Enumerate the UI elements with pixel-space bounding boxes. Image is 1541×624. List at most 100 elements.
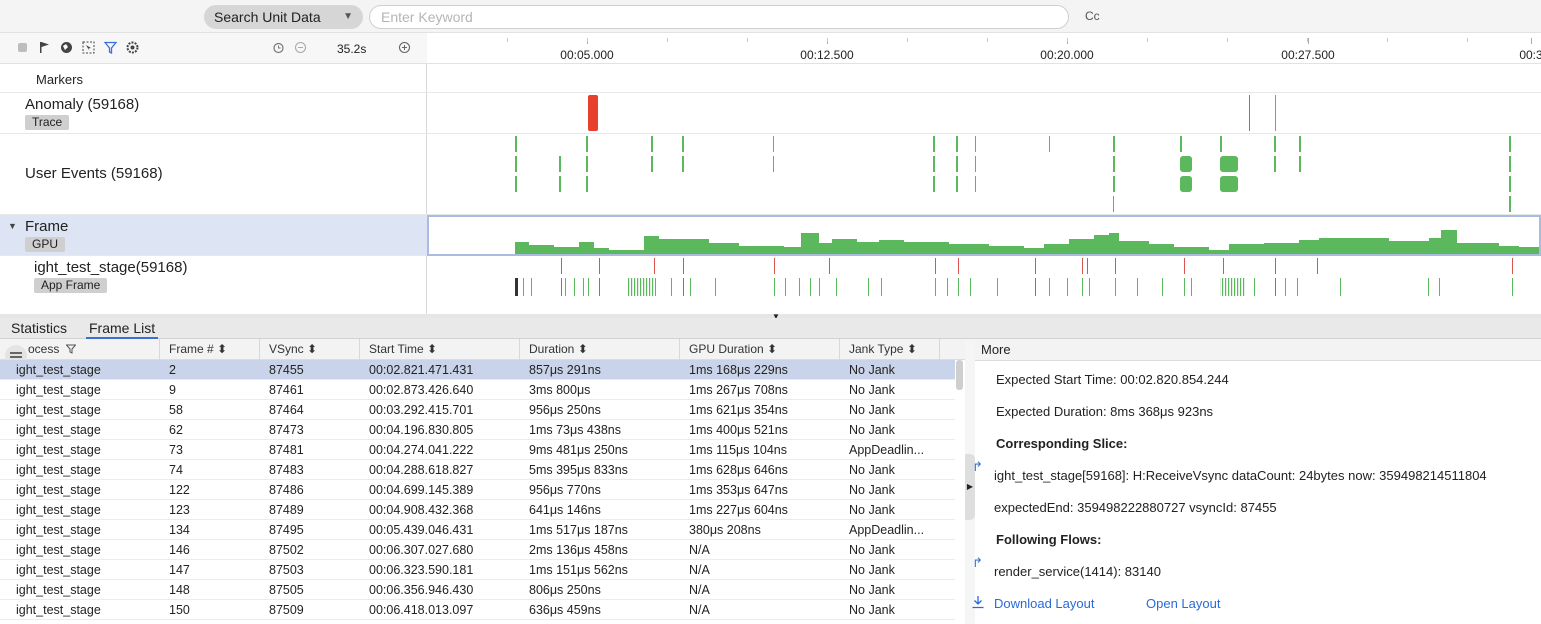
anomaly-event[interactable] bbox=[588, 95, 598, 131]
frame-row-label[interactable]: ▼ Frame GPU bbox=[0, 215, 427, 256]
collapse-down-icon[interactable]: ▼ bbox=[772, 312, 780, 321]
user-event[interactable] bbox=[1180, 136, 1182, 152]
app-frame[interactable] bbox=[819, 278, 820, 296]
app-frame[interactable] bbox=[574, 278, 575, 296]
th-duration[interactable]: Duration ⬍ bbox=[520, 339, 680, 360]
app-frame[interactable] bbox=[785, 278, 786, 296]
flow-item[interactable]: render_service(1414): 83140 bbox=[994, 564, 1161, 579]
app-frame[interactable] bbox=[1512, 278, 1513, 296]
app-frame[interactable] bbox=[531, 278, 532, 296]
user-event[interactable] bbox=[1299, 156, 1301, 172]
jank-frame[interactable] bbox=[774, 258, 775, 274]
user-event[interactable] bbox=[956, 156, 958, 172]
table-scrollbar[interactable] bbox=[956, 360, 963, 390]
user-event[interactable] bbox=[682, 156, 684, 172]
user-event[interactable] bbox=[515, 136, 517, 152]
jump-arrow-icon[interactable]: ↱ bbox=[972, 555, 983, 570]
app-frame[interactable] bbox=[1115, 278, 1116, 296]
jank-frame[interactable] bbox=[1115, 258, 1116, 274]
jank-frame[interactable] bbox=[1087, 258, 1088, 274]
app-frame[interactable] bbox=[1162, 278, 1163, 296]
app-frame[interactable] bbox=[1254, 278, 1255, 296]
th-gpu-duration[interactable]: GPU Duration ⬍ bbox=[680, 339, 840, 360]
jank-frame[interactable] bbox=[1512, 258, 1513, 274]
table-row[interactable]: ight_test_stage 147 87503 00:06.323.590.181… bbox=[0, 560, 955, 580]
jank-frame[interactable] bbox=[829, 258, 830, 274]
app-frame[interactable] bbox=[715, 278, 716, 296]
app-frame[interactable] bbox=[810, 278, 811, 296]
user-event[interactable] bbox=[773, 136, 774, 152]
table-row[interactable]: ight_test_stage 73 87481 00:04.274.041.222 9… bbox=[0, 440, 955, 460]
app-frame[interactable] bbox=[1089, 278, 1090, 296]
app-frame[interactable] bbox=[1184, 278, 1185, 296]
case-sensitive-toggle[interactable]: Cc bbox=[1085, 9, 1100, 23]
collapse-right-icon[interactable]: ▶ bbox=[965, 454, 975, 520]
user-event[interactable] bbox=[933, 136, 935, 152]
app-frame[interactable] bbox=[868, 278, 869, 296]
markers-track[interactable] bbox=[427, 64, 1541, 93]
app-frame[interactable] bbox=[561, 278, 562, 296]
app-frame[interactable] bbox=[1428, 278, 1429, 296]
timeline-tracks[interactable] bbox=[427, 64, 1541, 314]
user-event[interactable] bbox=[515, 176, 517, 192]
user-event[interactable] bbox=[1509, 196, 1511, 212]
app-frame-track[interactable] bbox=[427, 256, 1541, 314]
app-frame[interactable] bbox=[1297, 278, 1298, 296]
open-layout-link[interactable]: Open Layout bbox=[1146, 596, 1221, 611]
user-event[interactable] bbox=[1113, 196, 1114, 212]
app-frame[interactable] bbox=[799, 278, 800, 296]
table-row[interactable]: ight_test_stage 62 87473 00:04.196.830.805 1… bbox=[0, 420, 955, 440]
gpu-frame-track[interactable] bbox=[427, 215, 1541, 256]
user-event[interactable] bbox=[975, 136, 976, 152]
globe-icon[interactable] bbox=[60, 41, 73, 54]
search-scope-select[interactable]: Search Unit Data ▼ bbox=[204, 5, 363, 29]
app-frame[interactable] bbox=[1082, 278, 1083, 296]
table-row[interactable]: ight_test_stage 58 87464 00:03.292.415.701 9… bbox=[0, 400, 955, 420]
user-event[interactable] bbox=[956, 176, 958, 192]
user-event[interactable] bbox=[586, 176, 588, 192]
app-frame[interactable] bbox=[515, 278, 518, 296]
app-frame[interactable] bbox=[1137, 278, 1138, 296]
zoom-in-icon[interactable] bbox=[398, 41, 411, 54]
user-event[interactable] bbox=[1509, 136, 1511, 152]
app-frame[interactable] bbox=[1340, 278, 1341, 296]
settings-icon[interactable] bbox=[126, 41, 139, 54]
app-frame[interactable] bbox=[1067, 278, 1068, 296]
app-frame[interactable] bbox=[1275, 278, 1276, 296]
app-frame[interactable] bbox=[935, 278, 936, 296]
user-event[interactable] bbox=[682, 136, 684, 152]
table-row[interactable]: ight_test_stage 2 87455 00:02.821.471.431 85… bbox=[0, 360, 955, 380]
user-event[interactable] bbox=[1274, 136, 1276, 152]
table-row[interactable]: ight_test_stage 9 87461 00:02.873.426.640 3m… bbox=[0, 380, 955, 400]
download-icon[interactable] bbox=[971, 595, 985, 609]
user-events-track[interactable] bbox=[427, 134, 1541, 215]
table-row[interactable]: ight_test_stage 148 87505 00:06.356.946.430… bbox=[0, 580, 955, 600]
user-event[interactable] bbox=[651, 156, 653, 172]
zoom-out-icon[interactable] bbox=[294, 41, 307, 54]
app-frame[interactable] bbox=[1191, 278, 1192, 296]
download-layout-link[interactable]: Download Layout bbox=[994, 596, 1095, 611]
jank-frame[interactable] bbox=[958, 258, 959, 274]
th-vsync[interactable]: VSync ⬍ bbox=[260, 339, 360, 360]
table-row[interactable]: ight_test_stage 150 87509 00:06.418.013.097… bbox=[0, 600, 955, 620]
user-event[interactable] bbox=[933, 176, 935, 192]
table-row[interactable]: ight_test_stage 122 87486 00:04.699.145.389… bbox=[0, 480, 955, 500]
app-frame[interactable] bbox=[970, 278, 971, 296]
jank-frame[interactable] bbox=[1275, 258, 1276, 274]
jank-frame[interactable] bbox=[654, 258, 655, 274]
jump-arrow-icon[interactable]: ↱ bbox=[972, 459, 983, 474]
jank-frame[interactable] bbox=[683, 258, 684, 274]
jank-frame[interactable] bbox=[1035, 258, 1036, 274]
user-event[interactable] bbox=[975, 156, 976, 172]
app-frame[interactable] bbox=[588, 278, 589, 296]
user-event[interactable] bbox=[773, 156, 774, 172]
app-frame[interactable] bbox=[690, 278, 691, 296]
jank-frame[interactable] bbox=[561, 258, 562, 274]
user-event[interactable] bbox=[559, 176, 561, 192]
app-frame[interactable] bbox=[565, 278, 566, 296]
jank-frame[interactable] bbox=[1082, 258, 1083, 274]
user-event[interactable] bbox=[1180, 156, 1192, 172]
app-frame[interactable] bbox=[523, 278, 524, 296]
time-ruler[interactable]: 00:05.000 00:12.500 00:20.000 00:27.500 00:3 bbox=[427, 33, 1541, 64]
select-icon[interactable] bbox=[82, 41, 95, 54]
